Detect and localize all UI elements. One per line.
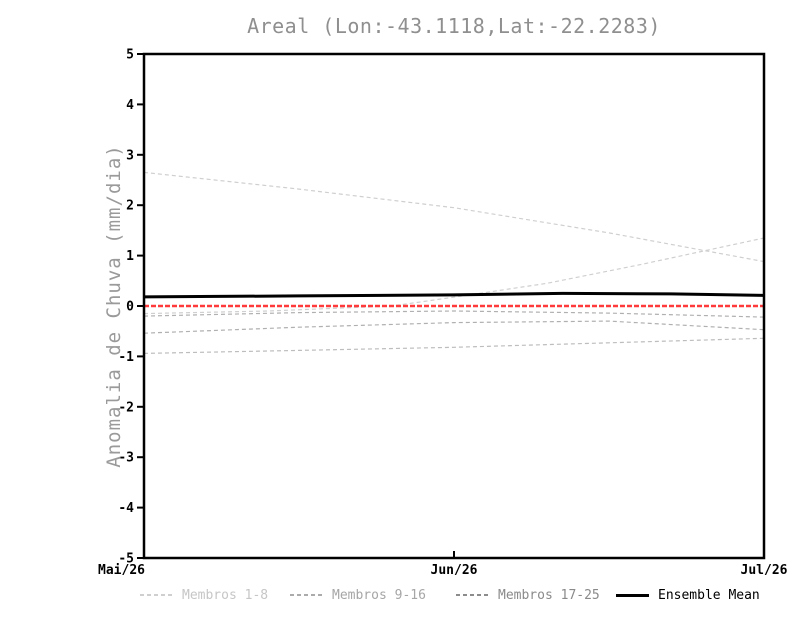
member-near-zero [143,310,765,318]
y-tick-label: -5 [118,552,134,567]
member-rising [143,237,765,315]
dashed-line-sample-icon [140,594,173,596]
y-tick-label: 1 [126,249,134,264]
legend-label: Ensemble Mean [658,587,760,603]
member-descending [143,171,765,263]
x-tick-label: Jul/26 [741,563,788,578]
y-tick-label: 4 [126,98,134,113]
legend-item-membros-17-25: Membros 17-25 [456,587,600,603]
y-tick-label: -3 [118,451,134,466]
dashed-line-sample-icon [290,594,323,596]
y-tick-label: 2 [126,199,134,214]
y-tick-label: -4 [118,501,134,516]
y-tick-label: 5 [126,48,134,63]
member-low [143,337,765,354]
y-tick-label: 3 [126,148,134,163]
y-tick-label: 0 [126,300,134,315]
ensemble-mean-line [143,291,765,299]
legend: Membros 1-8 Membros 9-16 Membros 17-25 Ense… [0,587,800,607]
legend-item-ensemble-mean: Ensemble Mean [616,587,760,603]
legend-label: Membros 17-25 [498,587,600,603]
y-tick-label: -1 [118,350,134,365]
legend-item-membros-9-16: Membros 9-16 [290,587,426,603]
member-mid-low [143,320,765,334]
legend-item-membros-1-8: Membros 1-8 [140,587,268,603]
legend-label: Membros 9-16 [332,587,426,603]
y-tick-label: -2 [118,400,134,415]
chart-title: Areal (Lon:-43.1118,Lat:-22.2283) [247,14,661,38]
solid-line-sample-icon [616,593,649,597]
x-tick-label: Jun/26 [431,563,478,578]
dashed-line-sample-icon [456,594,489,596]
x-tick-label: Mai/26 [98,563,145,578]
legend-label: Membros 1-8 [182,587,269,603]
